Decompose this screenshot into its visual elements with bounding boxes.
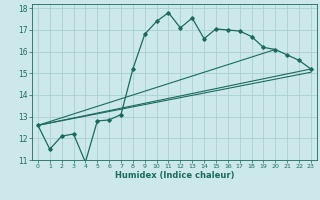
X-axis label: Humidex (Indice chaleur): Humidex (Indice chaleur) [115, 171, 234, 180]
